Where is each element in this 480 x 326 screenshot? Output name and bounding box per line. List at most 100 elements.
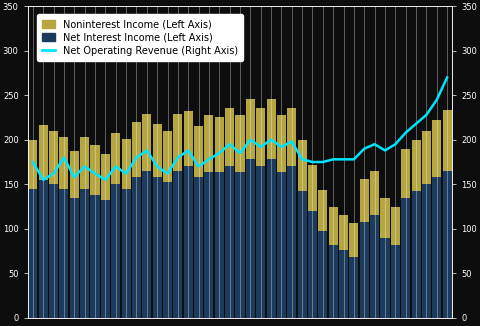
Bar	[163, 131, 172, 183]
Bar	[39, 125, 48, 180]
Net Operating Revenue (Right Axis)	[310, 160, 315, 164]
Net Operating Revenue (Right Axis)	[113, 165, 119, 169]
Net Operating Revenue (Right Axis)	[185, 148, 191, 152]
Bar	[60, 137, 69, 189]
Bar	[370, 171, 379, 215]
Bar	[381, 238, 390, 318]
Bar	[308, 165, 317, 211]
Net Operating Revenue (Right Axis)	[289, 140, 295, 143]
Bar	[132, 122, 141, 177]
Net Operating Revenue (Right Axis)	[237, 151, 243, 155]
Bar	[401, 149, 410, 198]
Bar	[298, 191, 307, 318]
Bar	[360, 222, 369, 318]
Bar	[318, 190, 327, 230]
Bar	[266, 99, 276, 159]
Bar	[329, 245, 338, 318]
Bar	[266, 159, 276, 318]
Bar	[443, 111, 452, 171]
Net Operating Revenue (Right Axis)	[72, 175, 77, 179]
Net Operating Revenue (Right Axis)	[278, 145, 284, 149]
Net Operating Revenue (Right Axis)	[216, 151, 222, 155]
Bar	[173, 114, 182, 171]
Bar	[277, 172, 286, 318]
Bar	[422, 184, 431, 318]
Bar	[101, 200, 110, 318]
Net Operating Revenue (Right Axis)	[382, 148, 388, 152]
Bar	[349, 257, 359, 318]
Net Operating Revenue (Right Axis)	[154, 165, 160, 169]
Net Operating Revenue (Right Axis)	[444, 76, 450, 80]
Bar	[277, 115, 286, 172]
Bar	[28, 189, 37, 318]
Net Operating Revenue (Right Axis)	[258, 145, 264, 149]
Bar	[256, 167, 265, 318]
Net Operating Revenue (Right Axis)	[227, 142, 232, 146]
Net Operating Revenue (Right Axis)	[341, 157, 347, 161]
Net Operating Revenue (Right Axis)	[30, 160, 36, 164]
Net Operating Revenue (Right Axis)	[92, 171, 98, 175]
Bar	[422, 131, 431, 184]
Bar	[121, 139, 131, 189]
Net Operating Revenue (Right Axis)	[299, 157, 305, 161]
Bar	[60, 189, 69, 318]
Bar	[28, 140, 37, 189]
Net Operating Revenue (Right Axis)	[102, 178, 108, 182]
Bar	[111, 184, 120, 318]
Bar	[80, 189, 89, 318]
Net Operating Revenue (Right Axis)	[372, 142, 378, 146]
Bar	[443, 171, 452, 318]
Line: Net Operating Revenue (Right Axis): Net Operating Revenue (Right Axis)	[33, 78, 447, 180]
Bar	[246, 99, 255, 159]
Bar	[204, 115, 214, 172]
Bar	[70, 198, 79, 318]
Bar	[142, 114, 151, 171]
Bar	[204, 172, 214, 318]
Net Operating Revenue (Right Axis)	[320, 160, 326, 164]
Bar	[39, 180, 48, 318]
Bar	[49, 131, 58, 184]
Bar	[153, 124, 162, 177]
Bar	[111, 133, 120, 184]
Bar	[411, 191, 420, 318]
Net Operating Revenue (Right Axis)	[175, 156, 181, 159]
Net Operating Revenue (Right Axis)	[403, 131, 408, 135]
Bar	[153, 177, 162, 318]
Net Operating Revenue (Right Axis)	[196, 165, 202, 169]
Bar	[391, 245, 400, 318]
Net Operating Revenue (Right Axis)	[423, 113, 429, 117]
Bar	[121, 189, 131, 318]
Net Operating Revenue (Right Axis)	[268, 138, 274, 142]
Net Operating Revenue (Right Axis)	[40, 178, 46, 182]
Net Operating Revenue (Right Axis)	[165, 171, 170, 175]
Bar	[349, 223, 359, 257]
Bar	[329, 207, 338, 245]
Net Operating Revenue (Right Axis)	[413, 122, 419, 126]
Bar	[215, 172, 224, 318]
Bar	[246, 159, 255, 318]
Net Operating Revenue (Right Axis)	[61, 156, 67, 159]
Bar	[256, 108, 265, 167]
Bar	[173, 171, 182, 318]
Bar	[298, 140, 307, 191]
Bar	[225, 108, 234, 167]
Bar	[194, 177, 203, 318]
Bar	[287, 167, 296, 318]
Net Operating Revenue (Right Axis)	[361, 147, 367, 151]
Bar	[90, 145, 99, 195]
Net Operating Revenue (Right Axis)	[393, 142, 398, 146]
Bar	[236, 115, 244, 172]
Bar	[142, 171, 151, 318]
Net Operating Revenue (Right Axis)	[82, 165, 87, 169]
Bar	[184, 167, 193, 318]
Bar	[184, 111, 193, 167]
Bar	[391, 207, 400, 245]
Bar	[401, 198, 410, 318]
Net Operating Revenue (Right Axis)	[133, 156, 139, 159]
Bar	[360, 179, 369, 222]
Bar	[308, 211, 317, 318]
Net Operating Revenue (Right Axis)	[51, 171, 57, 175]
Bar	[370, 215, 379, 318]
Bar	[101, 154, 110, 200]
Bar	[432, 120, 441, 177]
